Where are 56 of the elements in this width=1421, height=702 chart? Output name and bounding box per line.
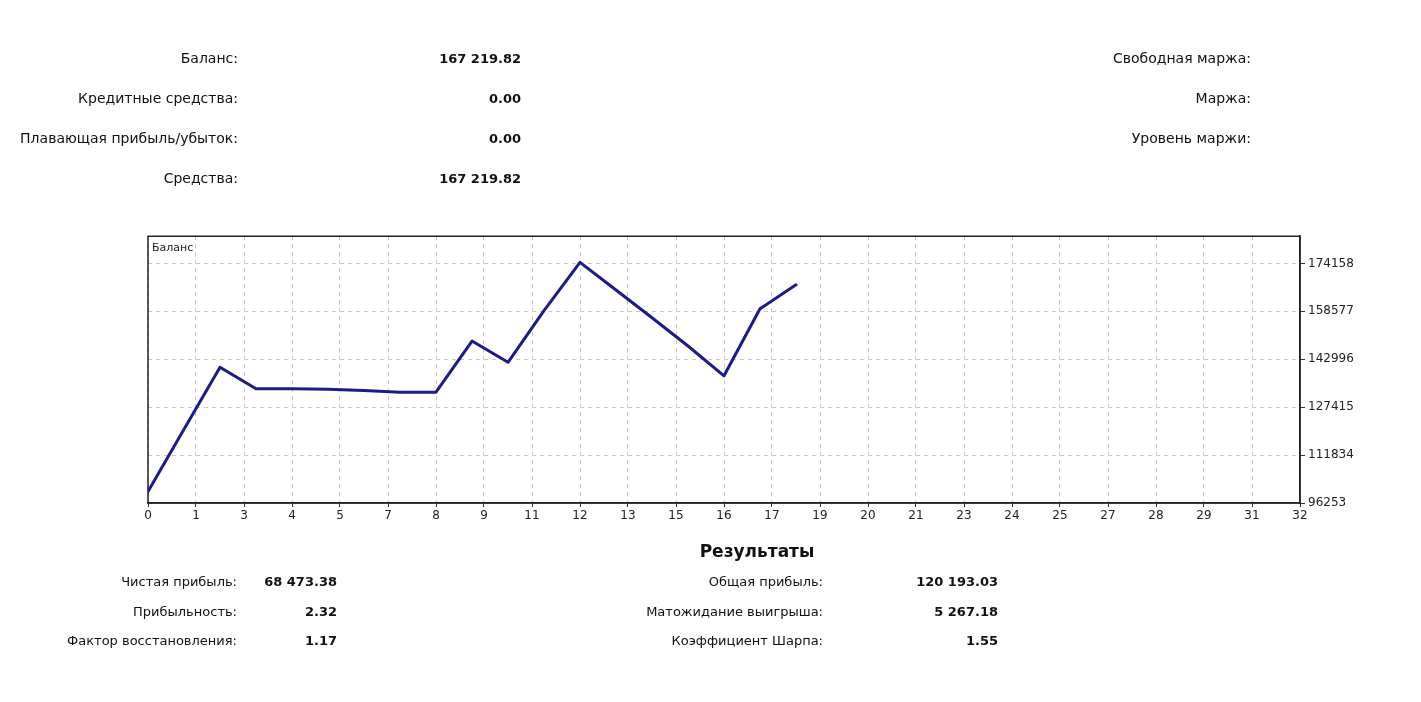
text: Плавающая прибыль/убыток: xyxy=(20,129,238,147)
text: Уровень маржи: xyxy=(1131,129,1251,147)
text: Фактор восстановления: xyxy=(67,631,237,649)
x-tick-label: 3 xyxy=(240,508,248,523)
text: 68 473.38 xyxy=(264,572,337,590)
x-tick-label: 24 xyxy=(1004,508,1020,523)
x-tick-label: 5 xyxy=(336,508,344,523)
text: 0.00 xyxy=(488,89,521,107)
text: Общая прибыль: xyxy=(708,572,823,590)
x-tick-label: 28 xyxy=(1148,508,1164,523)
x-tick-label: 11 xyxy=(524,508,540,523)
x-tick-label: 31 xyxy=(1244,508,1260,523)
text: Чистая прибыль: xyxy=(121,572,237,590)
text: 2.32 xyxy=(304,602,337,620)
text: 1.55 xyxy=(965,631,998,649)
text: 167 219.82 xyxy=(439,49,521,67)
x-tick-label: 15 xyxy=(668,508,684,523)
x-tick-label: 27 xyxy=(1100,508,1116,523)
text: 0.00 xyxy=(488,129,521,147)
x-tick-label: 23 xyxy=(956,508,972,523)
text: Средства: xyxy=(163,169,238,187)
text: 167 219.82 xyxy=(439,169,521,187)
x-tick-label: 19 xyxy=(812,508,828,523)
x-tick-label: 32 xyxy=(1292,508,1308,523)
text: Баланс: xyxy=(180,49,238,67)
x-tick-label: 8 xyxy=(432,508,440,523)
x-tick-label: 9 xyxy=(480,508,488,523)
text: 5 267.18 xyxy=(934,602,998,620)
x-tick-label: 20 xyxy=(860,508,876,523)
y-tick-label: 111834 xyxy=(1308,447,1354,462)
x-tick-label: 4 xyxy=(288,508,296,523)
text: Прибыльность: xyxy=(133,602,237,620)
x-tick-label: 25 xyxy=(1052,508,1068,523)
text: Коэффициент Шарпа: xyxy=(671,631,823,649)
text: Матожидание выигрыша: xyxy=(646,602,823,620)
text: 120 193.03 xyxy=(916,572,998,590)
text: 1.17 xyxy=(304,631,337,649)
x-tick-label: 21 xyxy=(908,508,924,523)
x-tick-label: 12 xyxy=(572,508,588,523)
text: Маржа: xyxy=(1195,89,1251,107)
y-tick-label: 142996 xyxy=(1308,351,1354,366)
annotation: Баланс xyxy=(152,240,194,254)
x-tick-label: 17 xyxy=(764,508,780,523)
x-tick-label: 16 xyxy=(716,508,732,523)
y-tick-label: 174158 xyxy=(1308,255,1354,270)
y-tick-label: 96253 xyxy=(1308,495,1347,510)
text: Результаты xyxy=(699,540,815,562)
x-tick-label: 13 xyxy=(620,508,636,523)
x-tick-label: 29 xyxy=(1196,508,1212,523)
y-tick-label: 127415 xyxy=(1308,399,1354,414)
x-tick-label: 7 xyxy=(384,508,392,523)
y-tick-label: 158577 xyxy=(1308,303,1354,318)
text: Свободная маржа: xyxy=(1112,49,1251,67)
x-tick-label: 1 xyxy=(192,508,200,523)
x-tick-label: 0 xyxy=(144,508,152,523)
text: Кредитные средства: xyxy=(78,89,238,107)
